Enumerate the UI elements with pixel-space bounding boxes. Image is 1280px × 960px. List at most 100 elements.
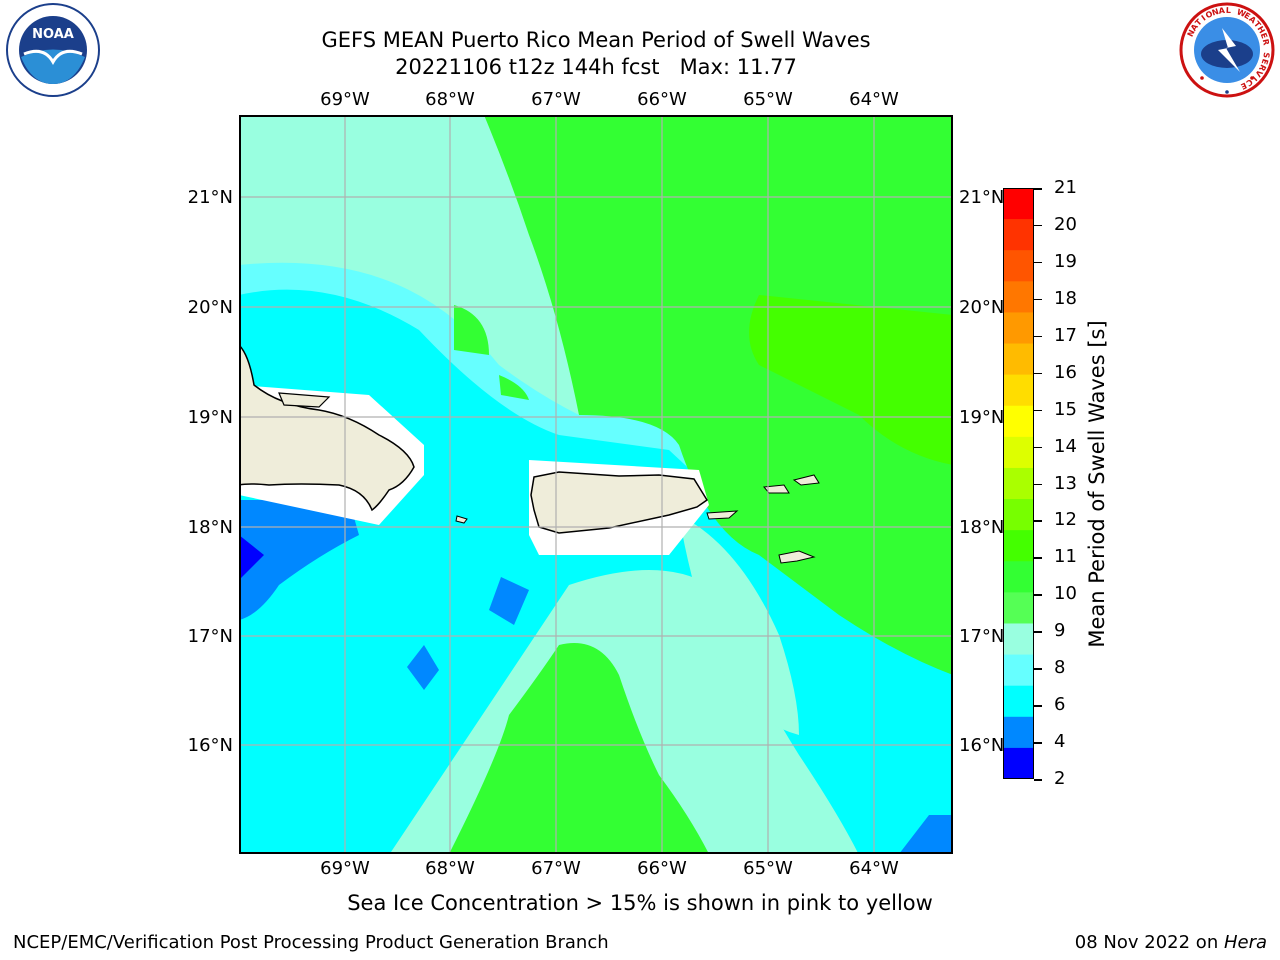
lon-label-top: 67°W [531,89,581,110]
colorbar-tick-label: 16 [1054,361,1077,383]
colorbar-tick-mark [1034,261,1042,264]
land-island [778,550,816,564]
lon-label-top: 68°W [425,89,475,110]
nws-logo-letter: S [1261,52,1271,59]
nws-logo-letter: T [1194,17,1205,28]
lon-label-top: 64°W [849,89,899,110]
colorbar-tick-mark [1034,335,1042,338]
field-10-11-south [449,643,709,854]
lon-label-top: 69°W [320,89,370,110]
colorbar-swatch [1003,405,1034,438]
credit-host: Hera [1223,932,1267,953]
land-puerto-rico [530,471,709,534]
colorbar-tick-mark [1034,520,1042,522]
field-10-11-patch [454,305,489,355]
colorbar-swatch [1003,436,1034,469]
lon-label-bottom: 65°W [743,858,793,879]
nws-logo-letter: E [1239,81,1248,91]
lon-label-top: 65°W [743,89,793,110]
land-island [763,484,790,494]
lat-label-left: 20°N [187,297,233,318]
lon-label-top: 66°W [637,89,687,110]
colorbar-tick-mark [1034,372,1042,375]
nws-logo-letter: I [1200,14,1208,23]
nws-logo-letter: T [1252,20,1263,30]
swell-period-map [239,115,953,854]
colorbar-tick-label: 2 [1054,768,1066,789]
colorbar-swatch [1003,312,1034,345]
colorbar-tick-mark [1034,557,1042,559]
lon-label-bottom: 66°W [637,858,687,879]
colorbar-tick-mark [1034,188,1042,190]
lat-label-left: 17°N [187,626,233,647]
nws-logo-letter: H [1255,25,1266,35]
colorbar-swatch [1003,499,1034,531]
colorbar-tick-mark [1034,705,1042,707]
field-2-4-west [239,535,264,580]
map-title: GEFS MEAN Puerto Rico Mean Period of Swe… [321,28,871,52]
lat-label-right: 18°N [959,517,1005,538]
nws-logo-letter: R [1261,38,1271,46]
lon-label-bottom: 67°W [531,858,581,879]
colorbar-swatch [1003,250,1034,282]
nws-logo-letter: I [1250,74,1258,83]
credit-date: 08 Nov 2022 on Hera [1075,932,1267,953]
colorbar-swatch [1003,561,1034,593]
land-island [278,392,331,408]
colorbar [1002,187,1035,780]
graticule [239,115,953,854]
colorbar-swatch [1003,716,1034,749]
colorbar-tick-mark [1034,594,1042,596]
map-subtitle: 20221106 t12z 144h fcst Max: 11.77 [395,55,797,79]
lat-label-right: 19°N [959,407,1005,428]
colorbar-tick-mark [1034,409,1042,412]
colorbar-swatch [1003,219,1034,251]
nws-logo-letter: W [1235,7,1247,19]
field-4-6-se [899,815,953,854]
colorbar-tick-mark [1034,483,1042,485]
credit-branch: NCEP/EMC/Verification Post Processing Pr… [13,932,609,953]
field-10-11-northeast [484,115,953,675]
colorbar-swatch [1003,623,1034,656]
colorbar-swatch [1003,530,1034,562]
colorbar-tick-label: 11 [1054,546,1077,568]
colorbar-tick-label: 8 [1054,657,1066,679]
colorbar-swatch [1003,188,1034,220]
field-4-6-west [239,500,359,620]
lon-label-bottom: 68°W [425,858,475,879]
colorbar-tick-mark [1034,224,1042,227]
colorbar-tick-label: 10 [1054,583,1077,605]
colorbar-tick-label: 4 [1054,731,1066,753]
nws-logo-letter: E [1259,32,1269,40]
colorbar-tick-mark [1034,631,1042,633]
lat-label-left: 18°N [187,517,233,538]
noaa-logo: NOAA [4,2,102,98]
map-frame [239,115,953,854]
colorbar-tick-label: 17 [1054,324,1077,346]
nws-logo-letter: C [1244,77,1254,88]
nws-logo-letter: A [1218,6,1226,16]
lat-label-right: 16°N [959,735,1005,756]
lat-label-right: 21°N [959,187,1005,208]
colorbar-swatch [1003,467,1034,500]
colorbar-tick-label: 6 [1054,694,1066,716]
lon-label-bottom: 64°W [849,858,899,879]
colorbar-tick-mark [1034,668,1042,670]
colorbar-tick-label: 15 [1054,398,1077,420]
colorbar-swatch [1003,747,1034,780]
colorbar-label: Mean Period of Swell Waves [s] [1085,320,1109,648]
colorbar-swatch [1003,592,1034,624]
colorbar-tick-label: 21 [1054,177,1077,198]
noaa-logo-text: NOAA [32,27,74,42]
lat-label-left: 19°N [187,407,233,428]
colorbar-tick-label: 13 [1054,472,1077,494]
colorbar-tick-label: 14 [1054,435,1077,457]
colorbar-tick-mark [1034,742,1042,744]
land-island [792,474,820,486]
colorbar-tick-label: 20 [1054,213,1077,235]
nws-logo-letter: E [1242,11,1251,22]
colorbar-swatch [1003,374,1034,407]
land-island [706,510,739,520]
field-4-6-patch [407,645,439,690]
colorbar-swatch [1003,685,1034,718]
